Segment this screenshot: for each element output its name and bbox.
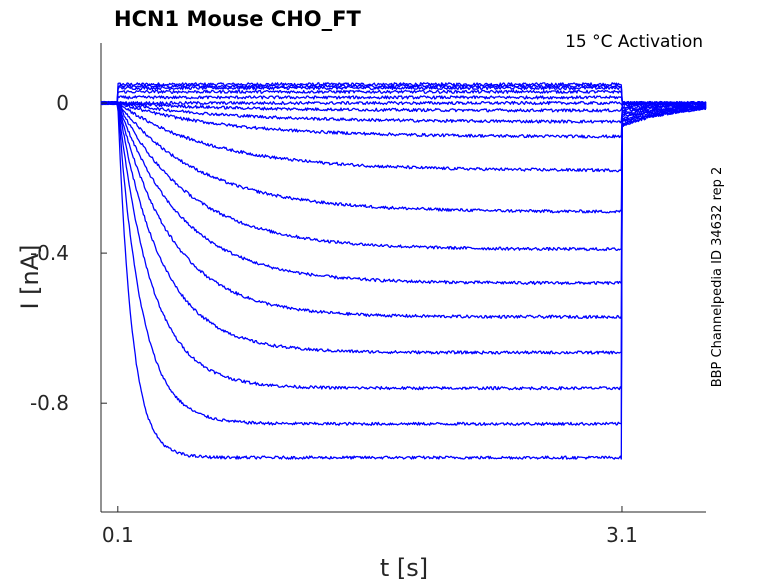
current-trace-12 bbox=[100, 101, 707, 252]
current-trace-3 bbox=[100, 85, 707, 106]
traces-group bbox=[100, 82, 707, 460]
y-tick-label: -0.4 bbox=[30, 241, 69, 265]
current-trace-17 bbox=[100, 101, 707, 426]
x-tick-label: 3.1 bbox=[606, 523, 638, 547]
x-tick-label: 0.1 bbox=[102, 523, 134, 547]
side-id-label: BBP Channelpedia ID 34632 rep 2 bbox=[710, 167, 725, 388]
current-trace-4 bbox=[100, 89, 707, 106]
x-ticks: 0.1 3.1 bbox=[102, 506, 638, 547]
current-trace-1 bbox=[100, 82, 707, 106]
current-trace-8 bbox=[100, 101, 707, 124]
current-trace-5 bbox=[100, 95, 707, 106]
current-trace-14 bbox=[100, 100, 707, 320]
current-trace-15 bbox=[100, 101, 707, 355]
y-tick-label: 0 bbox=[56, 91, 69, 115]
y-axis-label: I [nA] bbox=[16, 244, 44, 309]
current-trace-10 bbox=[100, 101, 707, 173]
current-trace-18 bbox=[100, 101, 707, 460]
x-axis-label: t [s] bbox=[380, 554, 428, 582]
current-trace-6 bbox=[100, 100, 707, 107]
current-trace-9 bbox=[100, 100, 707, 139]
current-trace-11 bbox=[100, 100, 707, 214]
y-tick-label: -0.8 bbox=[30, 391, 69, 415]
current-trace-13 bbox=[100, 101, 707, 286]
current-trace-16 bbox=[100, 101, 707, 391]
y-ticks: 0 -0.4 -0.8 bbox=[30, 91, 107, 415]
condition-annotation: 15 °C Activation bbox=[565, 32, 703, 52]
chart-title: HCN1 Mouse CHO_FT bbox=[114, 7, 361, 31]
current-trace-7 bbox=[100, 100, 707, 113]
